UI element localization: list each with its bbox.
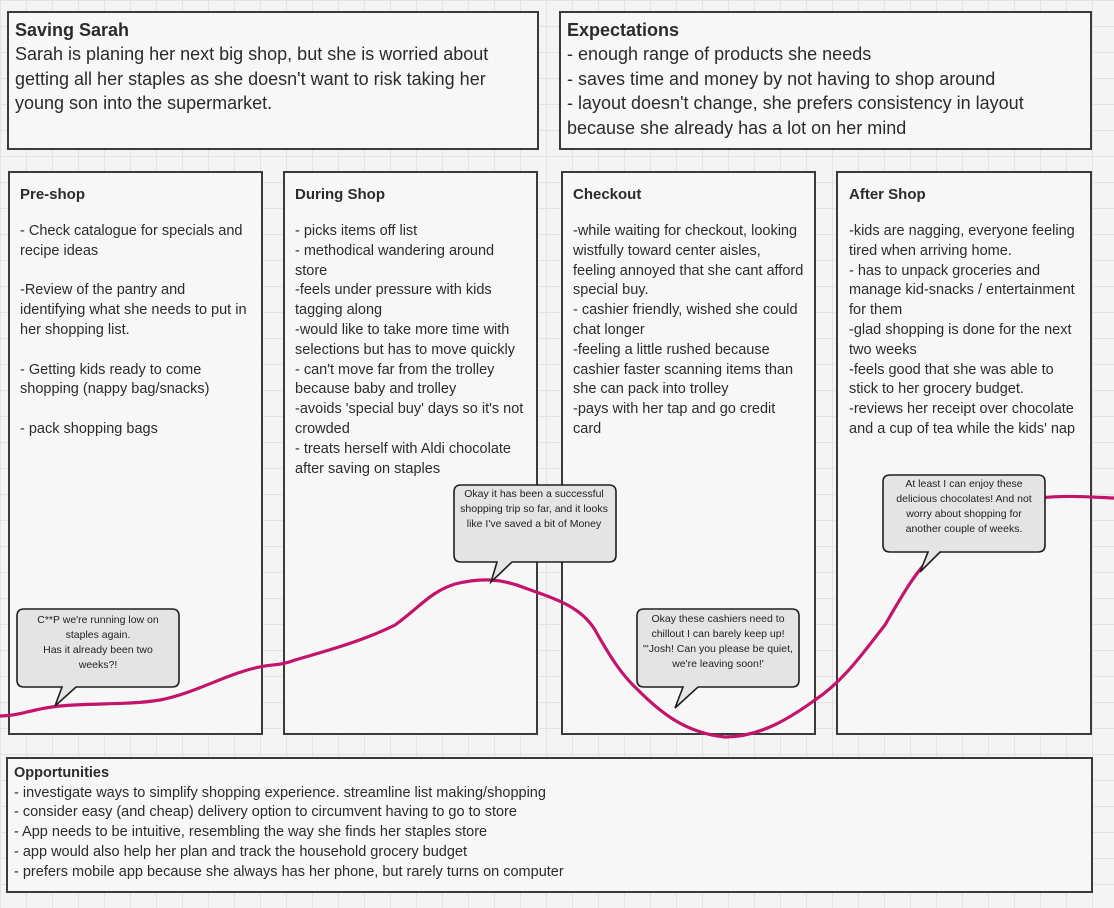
stage-title: After Shop	[849, 186, 926, 203]
stage-title: During Shop	[295, 186, 385, 203]
stage-text: - picks items off list - methodical wand…	[295, 223, 524, 477]
emotion-curve	[0, 494, 1114, 739]
expectations-title: Expectations	[567, 20, 680, 40]
expectations-box: Expectations - enough range of products …	[559, 11, 1092, 150]
stage-text: -while waiting for checkout, looking wis…	[573, 223, 804, 437]
persona-title: Saving Sarah	[15, 20, 130, 40]
stage-column-after-shop: After Shop -kids are nagging, everyone f…	[836, 171, 1092, 735]
persona-text: Sarah is planing her next big shop, but …	[15, 44, 489, 113]
stage-column-during-shop: During Shop - picks items off list - met…	[283, 171, 538, 735]
thought-bubble-4-shape	[882, 474, 1046, 573]
opportunities-box: Opportunities - investigate ways to simp…	[6, 757, 1093, 893]
expectations-text: - enough range of products she needs - s…	[567, 44, 1024, 138]
thought-bubble-1	[16, 608, 180, 707]
thought-bubble-2-shape	[453, 484, 617, 585]
thought-text-1: C**P we're running low on staples again.…	[37, 614, 159, 671]
thought-bubble-3-shape	[636, 608, 800, 709]
persona-box: Saving Sarah Sarah is planing her next b…	[7, 11, 539, 150]
stage-title: Pre-shop	[20, 186, 86, 203]
thought-text-3: Okay these cashiers need to chillout I c…	[643, 613, 793, 670]
stage-title: Checkout	[573, 186, 642, 203]
thought-bubble-2	[453, 484, 617, 585]
stage-text: - Check catalogue for specials and recip…	[20, 223, 247, 437]
opportunities-text: - investigate ways to simplify shopping …	[14, 784, 564, 880]
opportunities-title: Opportunities	[14, 765, 110, 781]
thought-text-2: Okay it has been a successful shopping t…	[460, 488, 608, 530]
thought-bubble-3	[636, 608, 800, 709]
stage-text: -kids are nagging, everyone feeling tire…	[849, 223, 1076, 437]
thought-text-4: At least I can enjoy these delicious cho…	[896, 478, 1032, 535]
thought-bubble-4	[882, 474, 1046, 573]
thought-bubble-1-shape	[16, 608, 180, 707]
